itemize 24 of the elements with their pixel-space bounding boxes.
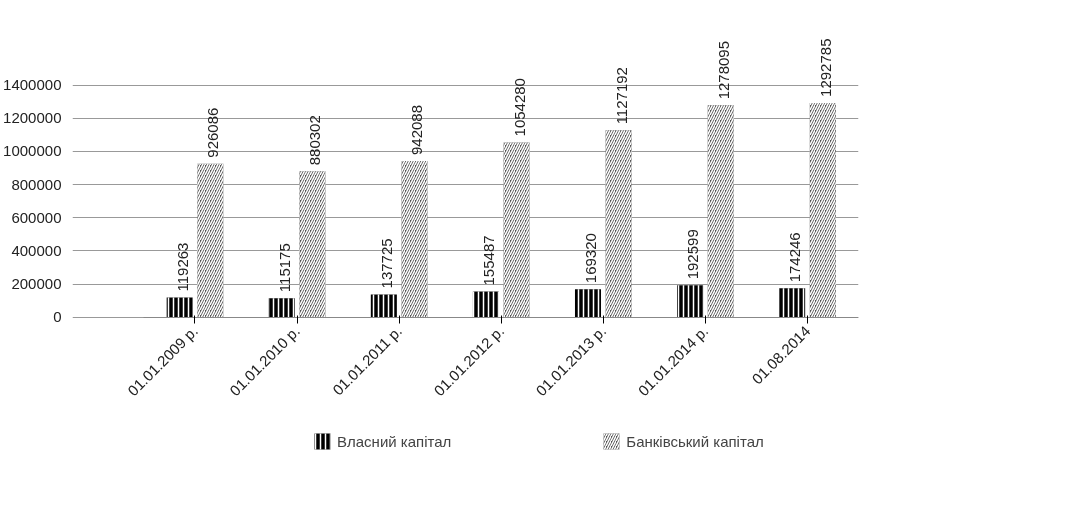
data-label: 119263 [173, 242, 191, 292]
y-tick-label: 800000 [11, 175, 62, 193]
y-tick-label: 0 [53, 308, 62, 326]
legend-label: Власний капітал [337, 432, 452, 450]
data-label: 1292785 [816, 38, 834, 97]
y-tick-label: 1200000 [3, 109, 62, 127]
data-label: 169320 [581, 233, 599, 284]
data-label: 942088 [408, 104, 426, 156]
legend-label: Банківський капітал [626, 432, 764, 450]
data-label: 1278095 [714, 40, 732, 100]
data-label: 926086 [204, 107, 222, 158]
data-label: 174246 [786, 232, 804, 283]
data-label: 192599 [684, 229, 702, 280]
y-tick-label: 1400000 [3, 76, 62, 94]
y-tick-label: 1000000 [3, 142, 62, 160]
data-label: 115175 [275, 243, 293, 293]
data-label: 1127192 [612, 67, 630, 125]
y-tick-label: 400000 [11, 241, 62, 259]
data-label: 1054280 [510, 78, 528, 137]
data-label: 880302 [306, 115, 324, 166]
y-tick-label: 200000 [11, 275, 62, 293]
y-tick-label: 600000 [11, 208, 62, 226]
data-label: 137725 [377, 238, 395, 289]
data-label: 155487 [479, 235, 497, 286]
